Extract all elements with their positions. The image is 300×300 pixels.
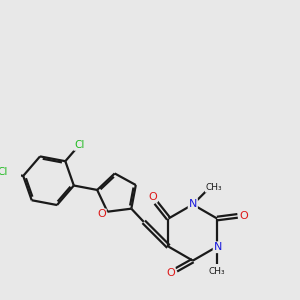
Text: CH₃: CH₃ [206, 183, 222, 192]
Text: Cl: Cl [0, 167, 7, 177]
Text: CH₃: CH₃ [209, 266, 225, 275]
Text: N: N [189, 199, 197, 209]
Text: O: O [97, 209, 106, 219]
Text: O: O [239, 211, 248, 221]
Text: Cl: Cl [74, 140, 85, 150]
Text: O: O [166, 268, 175, 278]
Text: O: O [148, 192, 157, 202]
Text: N: N [214, 242, 222, 252]
